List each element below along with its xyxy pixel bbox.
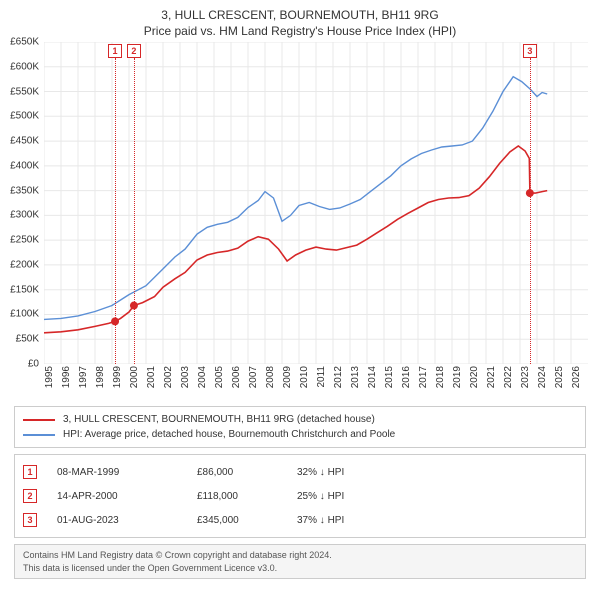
x-tick-label: 2005 [214,366,225,388]
x-tick-label: 1996 [61,366,72,388]
y-tick-label: £150K [10,284,39,295]
x-tick-label: 2024 [537,366,548,388]
transaction-flag: 2 [23,489,37,503]
transaction-delta: 37% ↓ HPI [297,515,577,526]
title-line2: Price paid vs. HM Land Registry's House … [0,22,600,42]
x-axis: 1995 1996 1997 1998 1999 2000 2001 2002 2003 2004… [44,364,588,400]
transaction-row: 3 01-AUG-2023£345,00037% ↓ HPI [23,508,577,532]
transaction-delta: 32% ↓ HPI [297,467,577,478]
x-tick-label: 1995 [44,366,55,388]
transaction-price: £118,000 [197,491,297,502]
transaction-row: 2 14-APR-2000£118,00025% ↓ HPI [23,484,577,508]
transaction-date: 08-MAR-1999 [57,467,197,478]
chart-svg [44,42,588,364]
x-tick-label: 2023 [520,366,531,388]
x-tick-label: 2021 [486,366,497,388]
transaction-delta: 25% ↓ HPI [297,491,577,502]
x-tick-label: 2008 [265,366,276,388]
x-tick-label: 2016 [401,366,412,388]
x-tick-label: 2026 [571,366,582,388]
x-tick-label: 2022 [503,366,514,388]
legend: 3, HULL CRESCENT, BOURNEMOUTH, BH11 9RG … [14,406,586,448]
y-axis: £0£50K£100K£150K£200K£250K£300K£350K£400… [0,42,42,364]
x-tick-label: 2006 [231,366,242,388]
transaction-flag: 3 [23,513,37,527]
legend-swatch-hpi [23,434,55,436]
x-tick-label: 2004 [197,366,208,388]
y-tick-label: £250K [10,235,39,246]
x-tick-label: 2002 [163,366,174,388]
legend-label-property: 3, HULL CRESCENT, BOURNEMOUTH, BH11 9RG … [63,412,375,427]
y-tick-label: £50K [16,334,39,345]
x-tick-label: 2014 [367,366,378,388]
footer-line2: This data is licensed under the Open Gov… [23,562,577,575]
legend-label-hpi: HPI: Average price, detached house, Bour… [63,427,395,442]
x-tick-label: 2007 [248,366,259,388]
title-line1: 3, HULL CRESCENT, BOURNEMOUTH, BH11 9RG [0,0,600,22]
y-tick-label: £500K [10,111,39,122]
x-tick-label: 1998 [95,366,106,388]
x-tick-label: 2015 [384,366,395,388]
y-tick-label: £300K [10,210,39,221]
x-tick-label: 2003 [180,366,191,388]
footer-line1: Contains HM Land Registry data © Crown c… [23,549,577,562]
x-tick-label: 2009 [282,366,293,388]
chart-plot-area: 123 [44,42,588,364]
x-tick-label: 2025 [554,366,565,388]
y-tick-label: £550K [10,86,39,97]
x-tick-label: 2000 [129,366,140,388]
transaction-date: 14-APR-2000 [57,491,197,502]
x-tick-label: 1997 [78,366,89,388]
y-tick-label: £400K [10,160,39,171]
y-tick-label: £600K [10,61,39,72]
legend-item-hpi: HPI: Average price, detached house, Bour… [23,427,577,442]
transactions-box: 1 08-MAR-1999£86,00032% ↓ HPI 2 14-APR-2000… [14,454,586,538]
x-tick-label: 2013 [350,366,361,388]
transaction-row: 1 08-MAR-1999£86,00032% ↓ HPI [23,460,577,484]
legend-item-property: 3, HULL CRESCENT, BOURNEMOUTH, BH11 9RG … [23,412,577,427]
legend-swatch-property [23,419,55,421]
x-tick-label: 1999 [112,366,123,388]
x-tick-label: 2020 [469,366,480,388]
y-tick-label: £350K [10,185,39,196]
chart-page: 3, HULL CRESCENT, BOURNEMOUTH, BH11 9RG … [0,0,600,590]
transaction-price: £345,000 [197,515,297,526]
y-tick-label: £0 [28,359,39,370]
y-tick-label: £200K [10,259,39,270]
x-tick-label: 2010 [299,366,310,388]
y-tick-label: £100K [10,309,39,320]
footer-attribution: Contains HM Land Registry data © Crown c… [14,544,586,579]
x-tick-label: 2017 [418,366,429,388]
transaction-flag: 1 [23,465,37,479]
x-tick-label: 2012 [333,366,344,388]
transaction-date: 01-AUG-2023 [57,515,197,526]
x-tick-label: 2001 [146,366,157,388]
x-tick-label: 2011 [316,366,327,388]
x-tick-label: 2019 [452,366,463,388]
transaction-price: £86,000 [197,467,297,478]
y-tick-label: £450K [10,136,39,147]
x-tick-label: 2018 [435,366,446,388]
